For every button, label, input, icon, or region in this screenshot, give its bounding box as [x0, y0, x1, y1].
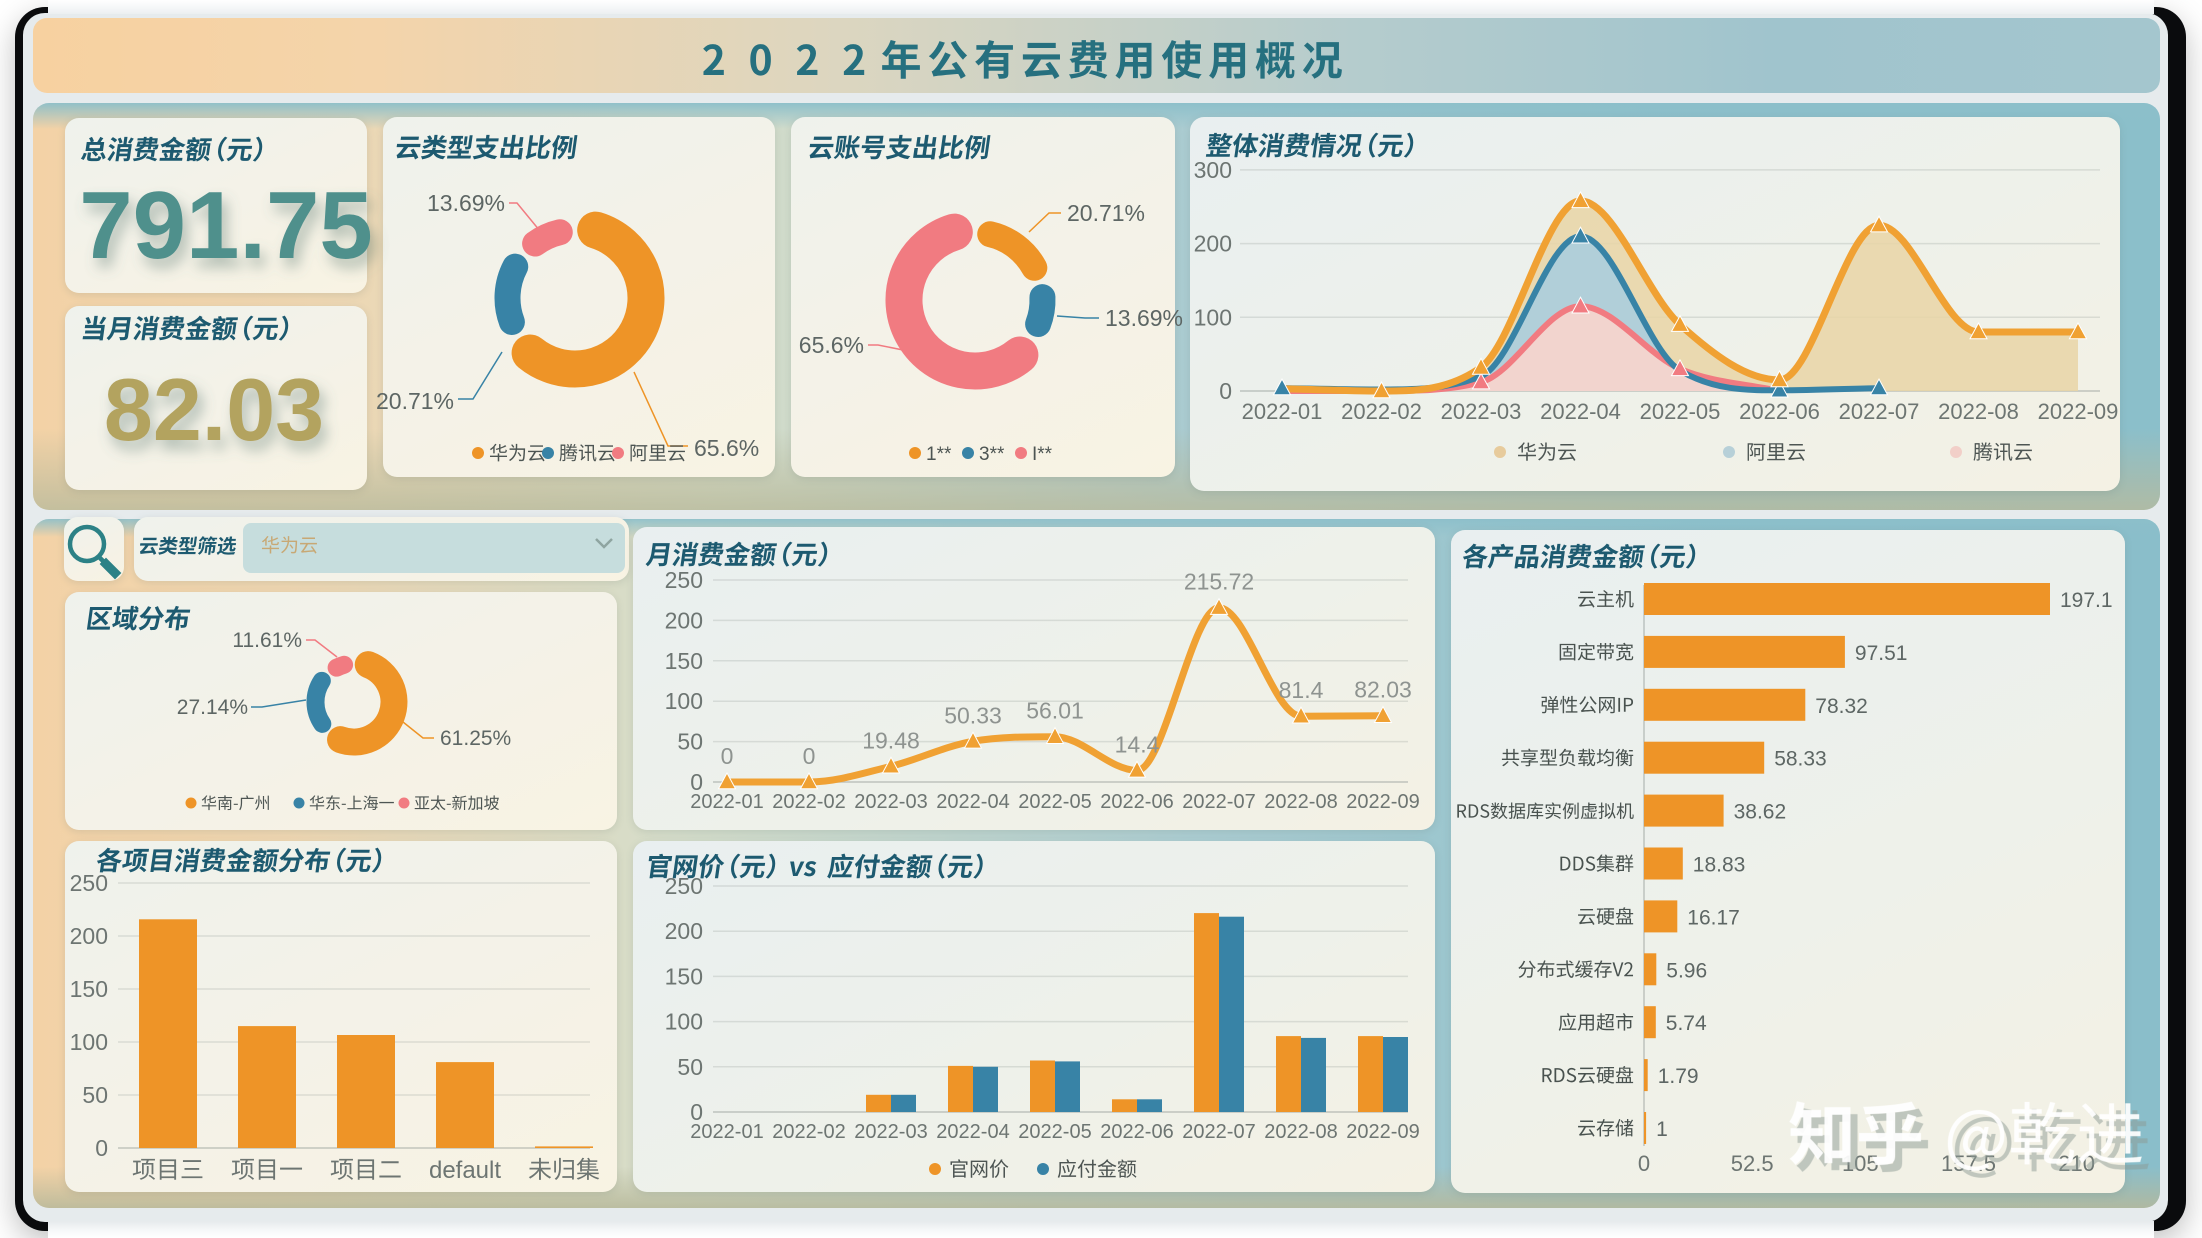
svg-text:0: 0 [1638, 1151, 1650, 1176]
svg-text:150: 150 [665, 648, 703, 674]
svg-text:19.48: 19.48 [862, 727, 920, 753]
svg-text:2022-05: 2022-05 [1018, 791, 1091, 813]
svg-text:2022-08: 2022-08 [1264, 1121, 1337, 1143]
svg-text:58.33: 58.33 [1774, 748, 1827, 771]
svg-text:2022-08: 2022-08 [1938, 399, 2019, 424]
svg-text:38.62: 38.62 [1734, 801, 1787, 824]
svg-text:78.32: 78.32 [1815, 695, 1868, 718]
svg-text:2022-06: 2022-06 [1100, 1121, 1173, 1143]
svg-text:2022-02: 2022-02 [1341, 399, 1422, 424]
svg-text:5.96: 5.96 [1666, 959, 1707, 982]
svg-text:100: 100 [665, 1009, 703, 1035]
svg-text:1.79: 1.79 [1658, 1065, 1699, 1088]
svg-text:2022-07: 2022-07 [1182, 1121, 1255, 1143]
svg-text:1: 1 [1656, 1118, 1668, 1141]
svg-text:50: 50 [82, 1082, 108, 1108]
svg-text:2022-03: 2022-03 [854, 1121, 927, 1143]
svg-text:2022-01: 2022-01 [1242, 399, 1323, 424]
svg-text:13.69%: 13.69% [1105, 305, 1183, 331]
svg-text:2022-05: 2022-05 [1018, 1121, 1091, 1143]
svg-text:2022-03: 2022-03 [1441, 399, 1522, 424]
svg-text:100: 100 [665, 688, 703, 714]
svg-text:2022-01: 2022-01 [690, 791, 763, 813]
svg-text:2022-02: 2022-02 [772, 1121, 845, 1143]
svg-text:200: 200 [665, 918, 703, 944]
svg-text:14.4: 14.4 [1115, 731, 1160, 757]
svg-text:81.4: 81.4 [1279, 677, 1324, 703]
svg-text:2022-06: 2022-06 [1739, 399, 1820, 424]
svg-text:2022-05: 2022-05 [1640, 399, 1721, 424]
svg-text:27.14%: 27.14% [177, 696, 248, 719]
svg-text:2022-02: 2022-02 [772, 791, 845, 813]
svg-text:20.71%: 20.71% [376, 388, 454, 414]
svg-text:0: 0 [803, 743, 816, 769]
svg-text:2022-08: 2022-08 [1264, 791, 1337, 813]
svg-text:2022-07: 2022-07 [1182, 791, 1255, 813]
svg-text:0: 0 [95, 1135, 108, 1161]
svg-text:197.1: 197.1 [2060, 589, 2113, 612]
svg-text:2022-01: 2022-01 [690, 1121, 763, 1143]
svg-text:18.83: 18.83 [1693, 854, 1746, 877]
svg-text:215.72: 215.72 [1184, 569, 1254, 595]
svg-text:0: 0 [690, 769, 703, 795]
svg-text:300: 300 [1194, 157, 1232, 183]
svg-text:56.01: 56.01 [1026, 698, 1084, 724]
svg-text:2022-07: 2022-07 [1839, 399, 1920, 424]
svg-text:250: 250 [665, 567, 703, 593]
svg-text:2022-06: 2022-06 [1100, 791, 1173, 813]
svg-text:0: 0 [690, 1099, 703, 1125]
svg-text:97.51: 97.51 [1855, 642, 1908, 665]
svg-text:2022-04: 2022-04 [1540, 399, 1621, 424]
svg-text:250: 250 [70, 870, 108, 896]
svg-text:1**: 1** [926, 444, 952, 465]
svg-text:2022-09: 2022-09 [2038, 399, 2119, 424]
svg-text:100: 100 [70, 1029, 108, 1055]
svg-text:200: 200 [1194, 231, 1232, 257]
svg-text:2022-09: 2022-09 [1346, 1121, 1419, 1143]
svg-text:65.6%: 65.6% [694, 435, 759, 461]
svg-text:I**: I** [1032, 444, 1053, 465]
svg-text:2022-04: 2022-04 [936, 791, 1009, 813]
svg-text:82.03: 82.03 [104, 360, 324, 459]
svg-text:11.61%: 11.61% [232, 629, 302, 652]
svg-text:200: 200 [665, 607, 703, 633]
svg-text:61.25%: 61.25% [440, 727, 511, 750]
svg-text:16.17: 16.17 [1687, 906, 1740, 929]
svg-text:5.74: 5.74 [1666, 1012, 1707, 1035]
svg-text:13.69%: 13.69% [427, 190, 505, 216]
svg-text:2022-09: 2022-09 [1346, 791, 1419, 813]
svg-text:82.03: 82.03 [1354, 677, 1412, 703]
svg-text:50: 50 [677, 729, 703, 755]
svg-text:0: 0 [1219, 378, 1232, 404]
svg-text:52.5: 52.5 [1731, 1151, 1774, 1176]
svg-text:100: 100 [1194, 304, 1232, 330]
svg-text:2022-04: 2022-04 [936, 1121, 1009, 1143]
svg-text:20.71%: 20.71% [1067, 200, 1145, 226]
svg-text:200: 200 [70, 923, 108, 949]
svg-text:65.6%: 65.6% [799, 332, 864, 358]
svg-text:50.33: 50.33 [944, 702, 1002, 728]
svg-text:3**: 3** [979, 444, 1005, 465]
svg-text:2022-03: 2022-03 [854, 791, 927, 813]
svg-text:50: 50 [677, 1054, 703, 1080]
svg-text:250: 250 [665, 873, 703, 899]
svg-text:150: 150 [665, 963, 703, 989]
svg-text:0: 0 [721, 743, 734, 769]
svg-text:791.75: 791.75 [79, 172, 373, 279]
svg-text:default: default [429, 1157, 501, 1184]
svg-text:150: 150 [70, 976, 108, 1002]
